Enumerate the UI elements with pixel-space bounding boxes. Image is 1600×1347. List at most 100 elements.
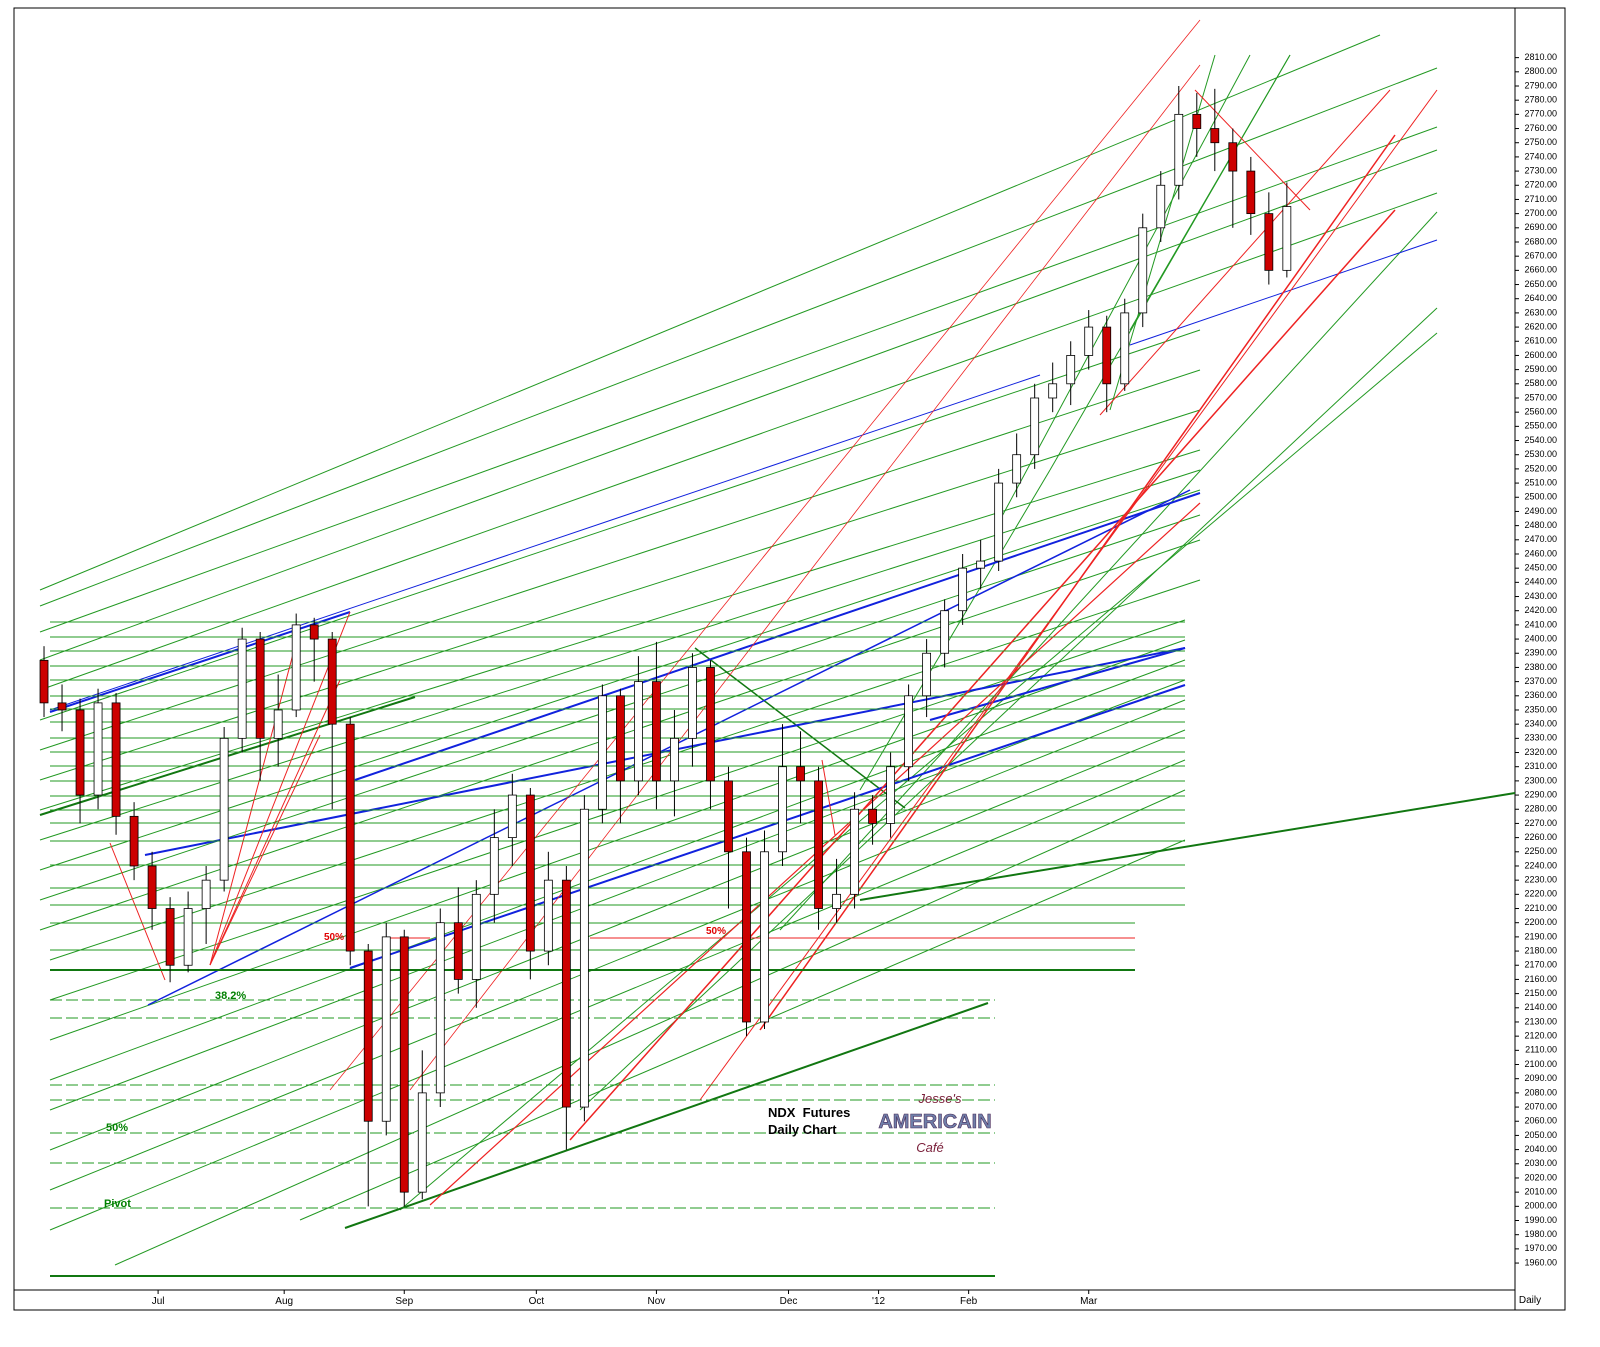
- y-tick-label: 2450.00: [1524, 563, 1557, 573]
- candle-body: [1102, 326, 1112, 385]
- x-axis-panel: [13, 1289, 1516, 1311]
- trendline: [859, 469, 1051, 791]
- annotation: Pivot: [104, 1198, 131, 1210]
- candle-body: [832, 893, 841, 909]
- trendline: [569, 209, 1396, 1141]
- y-tick-label: 2170.00: [1524, 960, 1557, 970]
- x-tick-label: Mar: [1080, 1296, 1098, 1307]
- candles: [39, 85, 1292, 1207]
- candle-body: [760, 851, 769, 1023]
- trendline: [49, 729, 1186, 1191]
- y-tick-label: 2520.00: [1524, 463, 1557, 473]
- y-tick-label: 2290.00: [1524, 789, 1557, 799]
- candle-body: [129, 815, 139, 867]
- y-tick-label: 2140.00: [1524, 1002, 1557, 1012]
- y-tick-label: 2130.00: [1524, 1016, 1557, 1026]
- y-tick-label: 2790.00: [1524, 80, 1557, 90]
- y-tick-label: 2110.00: [1525, 1045, 1557, 1055]
- y-tick-label: 2300.00: [1524, 775, 1557, 785]
- trendline: [1194, 89, 1311, 211]
- y-tick-label: 2180.00: [1524, 945, 1557, 955]
- trendline: [1099, 89, 1391, 416]
- trendline: [49, 659, 1186, 1081]
- trendline: [409, 64, 1201, 1091]
- trendline: [209, 734, 321, 966]
- trendline: [49, 374, 1041, 711]
- trendline: [39, 192, 1438, 691]
- trendline: [39, 149, 1438, 661]
- trendline: [49, 759, 1186, 1231]
- candle-body: [634, 681, 643, 782]
- candle-body: [579, 808, 589, 1108]
- x-tick-label: Aug: [275, 1296, 293, 1307]
- annotations: 50% 50% 38.2% 50% Pivot NDX Futures Dail…: [104, 926, 992, 1210]
- candle-body: [273, 709, 283, 739]
- trendline: [109, 842, 166, 981]
- candle-body: [453, 922, 463, 980]
- y-tick-label: 2780.00: [1524, 95, 1557, 105]
- candle-body: [814, 780, 823, 909]
- y-tick-label: 1990.00: [1524, 1215, 1557, 1225]
- y-tick-label: 2150.00: [1524, 988, 1557, 998]
- y-tick-label: 2660.00: [1524, 265, 1557, 275]
- y-tick-label: 2570.00: [1524, 392, 1557, 402]
- trendline: [39, 449, 1201, 811]
- chart-subtitle: Daily Chart: [768, 1122, 837, 1137]
- y-tick-label: 2480.00: [1524, 520, 1557, 530]
- y-tick-label: 2750.00: [1524, 137, 1557, 147]
- y-tick-label: 2040.00: [1524, 1144, 1557, 1154]
- candle-body: [381, 936, 391, 1122]
- candle-body: [796, 766, 805, 782]
- candle-body: [57, 702, 67, 711]
- candle-body: [147, 865, 157, 909]
- candle-body: [345, 723, 355, 952]
- y-tick-label: 2700.00: [1524, 208, 1557, 218]
- x-tick-label: Dec: [780, 1296, 798, 1307]
- y-tick-label: 2200.00: [1524, 917, 1557, 927]
- y-tick-label: 2030.00: [1524, 1158, 1557, 1168]
- candle-body: [1156, 184, 1166, 229]
- x-tick-label: Nov: [648, 1296, 666, 1307]
- y-tick-label: 2000.00: [1524, 1201, 1557, 1211]
- trendline: [39, 67, 1438, 607]
- trendline: [49, 699, 1186, 1151]
- y-tick-label: 2760.00: [1524, 123, 1557, 133]
- trendline: [999, 54, 1251, 521]
- y-tick-label: 2190.00: [1524, 931, 1557, 941]
- y-tick-label: 2800.00: [1524, 66, 1557, 76]
- candle-body: [75, 709, 85, 796]
- y-tick-label: 2560.00: [1524, 407, 1557, 417]
- candle-body: [417, 1092, 427, 1193]
- candle-body: [1228, 142, 1238, 172]
- candle-body: [1030, 397, 1040, 456]
- candle-body: [219, 737, 229, 881]
- y-tick-label: 2010.00: [1524, 1187, 1557, 1197]
- trendline: [39, 34, 1381, 591]
- y-tick-label: 2230.00: [1524, 875, 1557, 885]
- candle-body: [363, 950, 373, 1122]
- candle-body: [1264, 213, 1274, 271]
- y-tick-label: 2500.00: [1524, 492, 1557, 502]
- y-tick-label: 2210.00: [1524, 903, 1557, 913]
- candle-body: [1084, 326, 1094, 356]
- candle-body: [616, 695, 625, 782]
- y-tick-label: 2120.00: [1524, 1031, 1557, 1041]
- y-tick-label: 2260.00: [1524, 832, 1557, 842]
- trendline: [114, 789, 1186, 1266]
- x-axis-label: Daily: [1519, 1295, 1541, 1306]
- y-tick-label: 2280.00: [1524, 804, 1557, 814]
- annotation: 50%: [324, 932, 344, 943]
- y-tick-label: 2430.00: [1524, 591, 1557, 601]
- candle-body: [688, 667, 697, 739]
- candle-body: [543, 879, 553, 952]
- y-tick-label: 2090.00: [1524, 1073, 1557, 1083]
- y-tick-label: 2690.00: [1524, 222, 1557, 232]
- trendline: [39, 469, 1201, 841]
- trendline: [39, 329, 1201, 721]
- y-tick-label: 2310.00: [1524, 761, 1557, 771]
- candle-body: [93, 702, 103, 796]
- candle-body: [1174, 113, 1184, 186]
- x-tick-label: Feb: [960, 1296, 978, 1307]
- candle-body: [489, 837, 499, 895]
